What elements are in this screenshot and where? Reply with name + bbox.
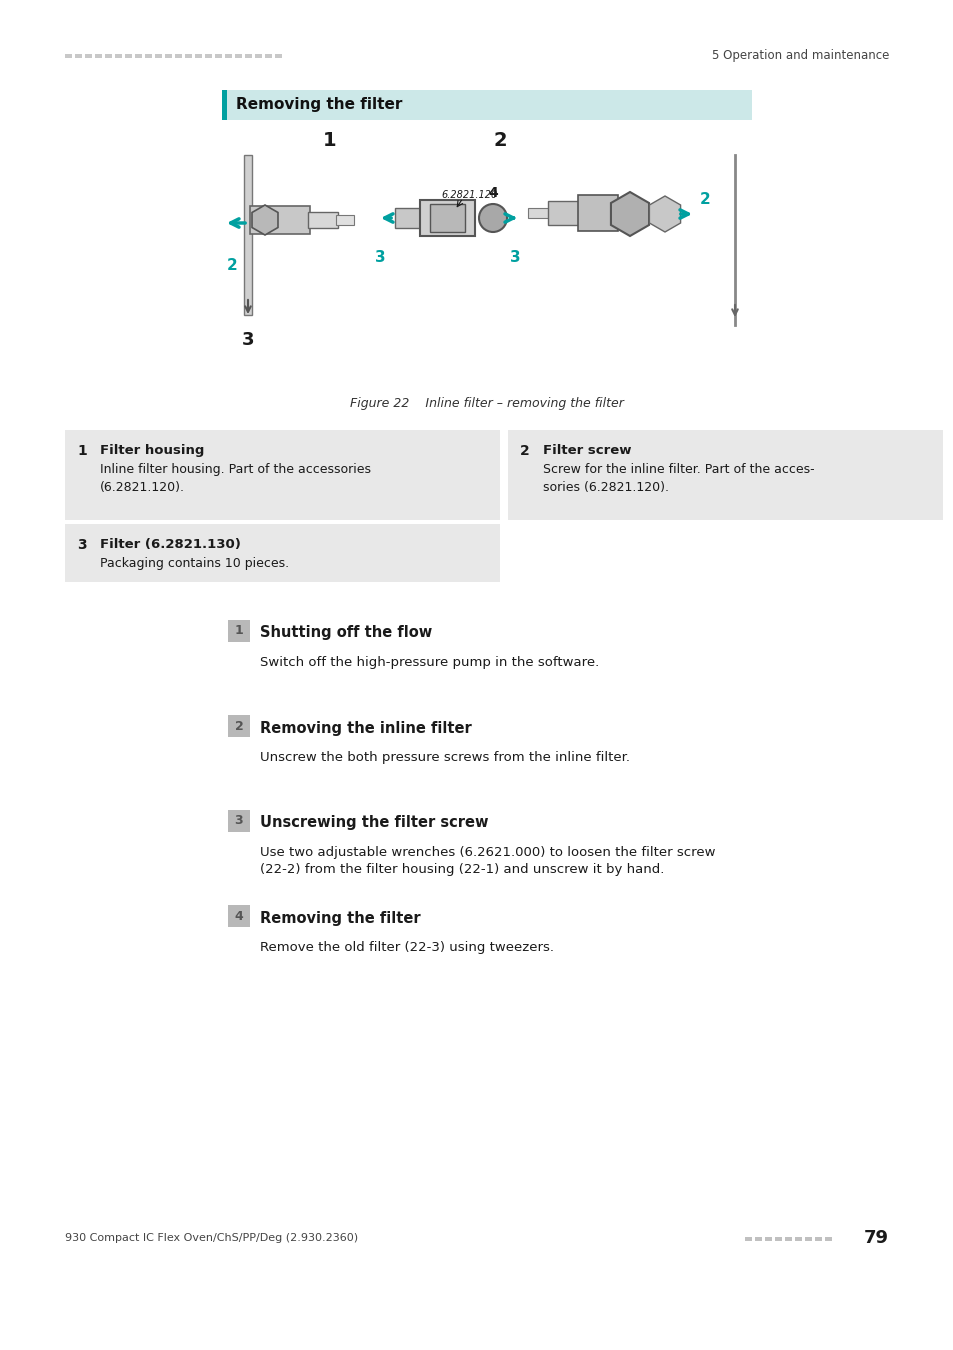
FancyBboxPatch shape [222, 90, 751, 120]
FancyBboxPatch shape [744, 1237, 751, 1241]
Text: Filter (6.2821.130): Filter (6.2821.130) [100, 539, 240, 551]
Text: Remove the old filter (22-3) using tweezers.: Remove the old filter (22-3) using tweez… [260, 941, 554, 954]
Text: Inline filter housing. Part of the accessories
(6.2821.120).: Inline filter housing. Part of the acces… [100, 463, 371, 494]
FancyBboxPatch shape [794, 1237, 801, 1241]
Text: Removing the inline filter: Removing the inline filter [260, 721, 471, 736]
Text: Screw for the inline filter. Part of the acces-
sories (6.2821.120).: Screw for the inline filter. Part of the… [542, 463, 814, 494]
Text: 2: 2 [234, 720, 243, 733]
FancyBboxPatch shape [419, 200, 475, 236]
FancyBboxPatch shape [222, 90, 227, 120]
FancyBboxPatch shape [507, 431, 942, 520]
FancyBboxPatch shape [228, 620, 250, 643]
FancyBboxPatch shape [754, 1237, 761, 1241]
Text: Filter screw: Filter screw [542, 444, 631, 458]
Polygon shape [649, 196, 679, 232]
FancyBboxPatch shape [194, 54, 202, 58]
Text: 3: 3 [234, 814, 243, 828]
Text: Switch off the high-pressure pump in the software.: Switch off the high-pressure pump in the… [260, 656, 598, 670]
FancyBboxPatch shape [245, 54, 252, 58]
Text: 4: 4 [488, 186, 497, 200]
Text: Filter housing: Filter housing [100, 444, 204, 458]
FancyBboxPatch shape [308, 212, 337, 228]
FancyBboxPatch shape [804, 1237, 811, 1241]
FancyBboxPatch shape [395, 208, 424, 228]
FancyBboxPatch shape [65, 431, 499, 520]
Text: Packaging contains 10 pieces.: Packaging contains 10 pieces. [100, 558, 289, 570]
FancyBboxPatch shape [784, 1237, 791, 1241]
Text: 930 Compact IC Flex Oven/ChS/PP/Deg (2.930.2360): 930 Compact IC Flex Oven/ChS/PP/Deg (2.9… [65, 1233, 357, 1243]
FancyBboxPatch shape [527, 208, 553, 217]
Text: 3: 3 [509, 251, 519, 266]
Text: 1: 1 [323, 131, 336, 150]
FancyBboxPatch shape [254, 54, 262, 58]
FancyBboxPatch shape [95, 54, 102, 58]
Polygon shape [252, 205, 277, 235]
Text: 2: 2 [227, 258, 237, 273]
FancyBboxPatch shape [145, 54, 152, 58]
Text: 5 Operation and maintenance: 5 Operation and maintenance [711, 49, 888, 62]
Text: 2: 2 [700, 193, 710, 208]
Circle shape [478, 204, 506, 232]
FancyBboxPatch shape [578, 194, 618, 231]
Text: 3: 3 [241, 331, 254, 350]
Text: 2: 2 [493, 131, 506, 150]
FancyBboxPatch shape [547, 201, 582, 225]
FancyBboxPatch shape [228, 904, 250, 927]
Text: 3: 3 [375, 251, 385, 266]
FancyBboxPatch shape [105, 54, 112, 58]
Polygon shape [610, 192, 648, 236]
FancyBboxPatch shape [335, 215, 354, 225]
Text: 6.2821.120: 6.2821.120 [441, 190, 497, 200]
Text: Unscrew the both pressure screws from the inline filter.: Unscrew the both pressure screws from th… [260, 751, 629, 764]
Text: Use two adjustable wrenches (6.2621.000) to loosen the filter screw
(22-2) from : Use two adjustable wrenches (6.2621.000)… [260, 846, 715, 876]
Text: 2: 2 [519, 444, 529, 458]
FancyBboxPatch shape [125, 54, 132, 58]
FancyBboxPatch shape [214, 54, 222, 58]
Text: 1: 1 [234, 625, 243, 637]
FancyBboxPatch shape [85, 54, 91, 58]
FancyBboxPatch shape [430, 204, 464, 232]
Text: 3: 3 [77, 539, 87, 552]
FancyBboxPatch shape [75, 54, 82, 58]
FancyBboxPatch shape [764, 1237, 771, 1241]
FancyBboxPatch shape [115, 54, 122, 58]
Text: Figure 22    Inline filter – removing the filter: Figure 22 Inline filter – removing the f… [350, 397, 623, 409]
Text: Removing the filter: Removing the filter [235, 97, 402, 112]
FancyBboxPatch shape [228, 810, 250, 832]
Text: Removing the filter: Removing the filter [260, 910, 420, 926]
Text: Shutting off the flow: Shutting off the flow [260, 625, 432, 640]
FancyBboxPatch shape [135, 54, 142, 58]
FancyBboxPatch shape [234, 54, 242, 58]
FancyBboxPatch shape [185, 54, 192, 58]
FancyBboxPatch shape [65, 524, 499, 582]
FancyBboxPatch shape [774, 1237, 781, 1241]
FancyBboxPatch shape [824, 1237, 831, 1241]
Text: 79: 79 [863, 1228, 888, 1247]
FancyBboxPatch shape [250, 207, 310, 234]
FancyBboxPatch shape [154, 54, 162, 58]
FancyBboxPatch shape [225, 54, 232, 58]
FancyBboxPatch shape [228, 716, 250, 737]
FancyBboxPatch shape [244, 155, 252, 315]
FancyBboxPatch shape [274, 54, 282, 58]
Text: Unscrewing the filter screw: Unscrewing the filter screw [260, 815, 488, 830]
FancyBboxPatch shape [165, 54, 172, 58]
FancyBboxPatch shape [205, 54, 212, 58]
FancyBboxPatch shape [65, 54, 71, 58]
FancyBboxPatch shape [265, 54, 272, 58]
FancyBboxPatch shape [814, 1237, 821, 1241]
Text: 1: 1 [77, 444, 87, 458]
FancyBboxPatch shape [174, 54, 182, 58]
Text: 4: 4 [234, 910, 243, 922]
